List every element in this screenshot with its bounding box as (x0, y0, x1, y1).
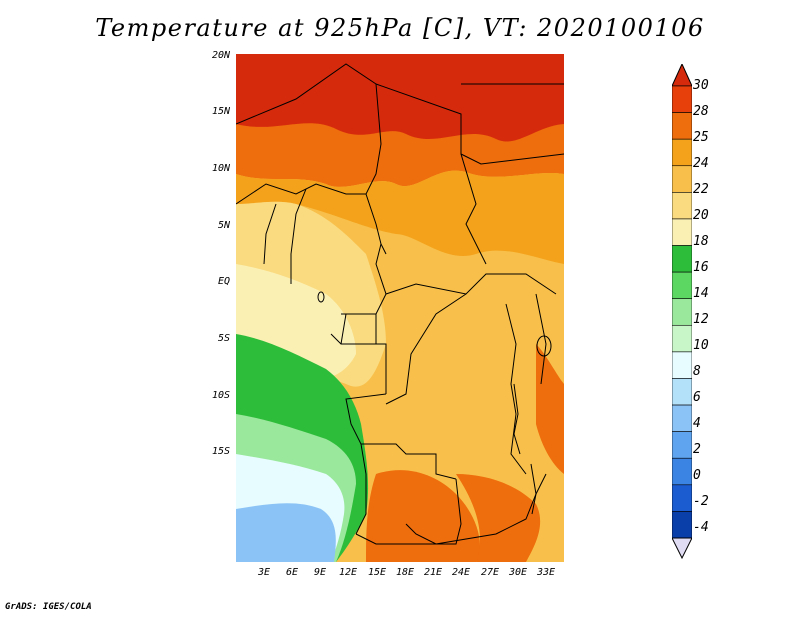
colorbar-label-minus2: -2 (693, 494, 709, 509)
colorbar-label-0: 0 (693, 468, 701, 483)
lat-label-5s: 5S (217, 333, 230, 344)
colorbar-label-24: 24 (693, 156, 709, 171)
colorbar-label-2: 2 (693, 442, 701, 457)
colorbar-segment (672, 404, 692, 432)
colorbar-segment (672, 85, 692, 113)
colorbar-top-triangle (672, 64, 692, 87)
temperature-field (236, 54, 564, 562)
colorbar (672, 64, 692, 560)
colorbar-segment (672, 431, 692, 459)
zone-ocean-blue (236, 503, 336, 562)
zone-sahel (236, 170, 564, 264)
lat-label-10n: 10N (211, 163, 230, 174)
colorbar-segment (672, 218, 692, 246)
colorbar-segment (672, 112, 692, 140)
lon-label-15e: 15E (367, 567, 387, 578)
colorbar-segment (672, 324, 692, 353)
colorbar-label-12: 12 (693, 312, 709, 327)
colorbar-label-16: 16 (693, 260, 709, 275)
colorbar-label-8: 8 (693, 364, 701, 379)
lat-label-20n: 20N (211, 50, 230, 61)
lakes (317, 291, 552, 515)
lat-label-eq: EQ (217, 276, 230, 287)
colorbar-segment (672, 351, 692, 379)
colorbar-segment (672, 165, 692, 193)
colorbar-bottom-triangle (672, 537, 692, 560)
colorbar-label-minus4: -4 (693, 520, 709, 535)
zone-southeast (456, 474, 541, 562)
colorbar-segment (672, 484, 692, 512)
lon-label-21e: 21E (423, 567, 443, 578)
lat-label-10s: 10S (211, 390, 230, 401)
colorbar-label-4: 4 (693, 416, 701, 431)
colorbar-label-14: 14 (693, 286, 709, 301)
zone-east-lakes (536, 344, 564, 474)
lon-label-6e: 6E (285, 567, 299, 578)
colorbar-segment (672, 245, 692, 273)
lon-label-27e: 27E (480, 567, 500, 578)
colorbar-label-22: 22 (693, 182, 709, 197)
colorbar-label-18: 18 (693, 234, 709, 249)
colorbar-label-6: 6 (693, 390, 701, 405)
lat-label-15n: 15N (211, 106, 230, 117)
lat-label-5n: 5N (217, 220, 230, 231)
zone-southern-interior (366, 470, 480, 562)
lat-label-15s: 15S (211, 446, 230, 457)
lon-label-3e: 3E (257, 567, 271, 578)
colorbar-label-30: 30 (693, 78, 709, 93)
lon-label-30e: 30E (508, 567, 528, 578)
country-borders (236, 63, 564, 545)
lon-label-12e: 12E (338, 567, 358, 578)
colorbar-segment (672, 138, 692, 167)
zone-hot-north (236, 54, 564, 142)
lon-label-18e: 18E (395, 567, 415, 578)
colorbar-label-20: 20 (693, 208, 709, 223)
grads-credit: GrADS: IGES/COLA (5, 602, 92, 612)
colorbar-segment (672, 271, 692, 300)
lon-label-33e: 33E (536, 567, 556, 578)
lon-label-9e: 9E (313, 567, 327, 578)
temperature-map (236, 54, 564, 562)
colorbar-segment (672, 378, 692, 406)
colorbar-segment (672, 511, 692, 539)
colorbar-segment (672, 298, 692, 326)
colorbar-label-25: 25 (693, 130, 709, 145)
colorbar-segment (672, 457, 692, 486)
colorbar-label-28: 28 (693, 104, 709, 119)
colorbar-segment (672, 192, 692, 220)
lon-label-24e: 24E (451, 567, 471, 578)
map-title: Temperature at 925hPa [C], VT: 202010010… (95, 14, 705, 42)
colorbar-label-10: 10 (693, 338, 709, 353)
